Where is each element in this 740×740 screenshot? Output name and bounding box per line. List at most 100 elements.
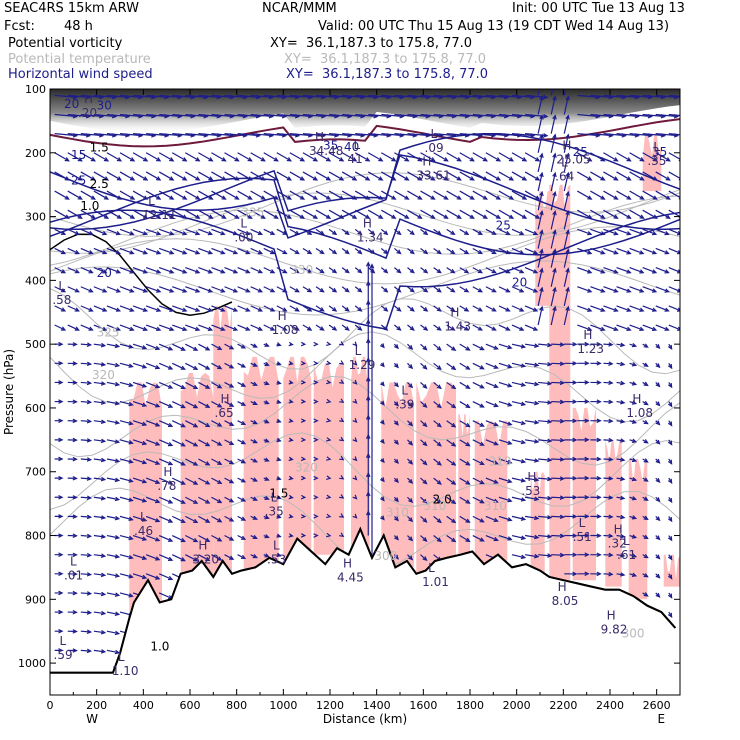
wind-vector-head [193, 480, 199, 485]
wind-vector-head [313, 456, 319, 462]
wind-vector-head [519, 307, 525, 312]
wind-vector-head [325, 157, 332, 162]
wind-vector-head [260, 157, 266, 162]
wind-vector-head [491, 288, 497, 293]
wind-vector [603, 267, 618, 274]
wind-vector [472, 381, 484, 389]
wind-vector-head [100, 342, 107, 348]
wind-vector-head [547, 553, 553, 558]
wind-vector-head [325, 214, 332, 219]
wind-vector-head [357, 307, 363, 312]
wind-vector-head [443, 157, 449, 162]
wind-vector [315, 113, 339, 118]
wind-vector [54, 171, 69, 181]
wind-vector-head [156, 269, 162, 274]
wind-vector-head [115, 269, 122, 274]
wind-vector [211, 343, 222, 350]
y-tick-label: 800 [25, 530, 46, 543]
wind-vector-head [100, 400, 107, 405]
theta-label: 310 [386, 505, 409, 519]
wind-vector-head [208, 214, 214, 219]
wind-vector [329, 133, 352, 137]
wind-vector [211, 228, 225, 235]
wind-vector-head [282, 307, 288, 312]
wind-vector-head [365, 261, 371, 267]
wind-vector-head [547, 534, 553, 539]
wind-vector-head [655, 573, 661, 579]
wind-vector-head [532, 230, 539, 236]
wind-vector-head [352, 398, 358, 404]
wind-vector-head [220, 269, 226, 274]
wind-vector [145, 515, 160, 522]
wind-vector-head [651, 250, 658, 255]
wind-vector-head [651, 288, 658, 293]
wind-vector-head [245, 307, 251, 312]
wind-vector [172, 305, 187, 312]
wind-vector-head [631, 419, 638, 424]
wind-vector [655, 152, 671, 162]
wind-vector-head [450, 249, 456, 255]
wind-vector-head [552, 305, 557, 312]
wind-vector [603, 94, 626, 98]
wind-vector-head [208, 176, 214, 181]
wind-vector-head [608, 476, 614, 481]
wind-vector [537, 192, 543, 211]
wind-vector-head [319, 268, 325, 274]
wind-vector-head [534, 400, 540, 406]
wind-vector-head [195, 195, 201, 200]
wind-vector [524, 324, 538, 331]
wind-vector-head [521, 176, 528, 181]
wind-vector [498, 247, 510, 255]
extremum-type: L [428, 561, 435, 575]
wind-vector [106, 400, 119, 405]
wind-vector [80, 190, 96, 200]
wind-vector-head [276, 399, 282, 404]
wind-vector-head [288, 494, 294, 500]
wind-vector-head [169, 250, 175, 255]
wind-vector-head [596, 514, 602, 519]
wind-vector-head [100, 610, 107, 616]
wind-vector-head [507, 383, 513, 388]
wind-vector-head [539, 209, 544, 216]
wind-vector-head [240, 478, 247, 483]
extremum-type: L [70, 554, 77, 568]
wind-vector-head [180, 480, 186, 485]
wind-vector [119, 420, 133, 425]
wind-vector-head [86, 629, 93, 634]
wind-vector [538, 515, 552, 519]
wind-vector-head [169, 157, 175, 162]
wind-vector [655, 286, 669, 293]
wind-vector [132, 477, 147, 483]
wind-vector-head [180, 365, 186, 370]
wind-vector [394, 209, 409, 219]
wind-vector [459, 305, 469, 312]
wind-vector-head [195, 326, 201, 331]
wind-vector [433, 247, 442, 254]
wind-vector [185, 324, 200, 331]
wind-vector-head [276, 437, 282, 443]
wind-vector [185, 305, 200, 312]
wind-vector [302, 209, 318, 219]
wind-vector-head [436, 249, 442, 255]
wind-vector-head [332, 230, 338, 236]
wind-vector-head [408, 459, 414, 465]
wind-vector [132, 554, 147, 560]
wind-vector [551, 400, 564, 403]
wind-vector [158, 439, 173, 446]
wind-vector [563, 96, 569, 115]
wind-vector-head [58, 533, 64, 538]
wind-vector [302, 113, 325, 118]
wind-vector-head [114, 496, 121, 502]
wind-vector-head [264, 380, 270, 386]
wind-vector [54, 267, 66, 274]
wind-vector [276, 324, 287, 331]
wind-vector [459, 152, 475, 162]
wind-vector [472, 496, 484, 504]
wind-vector-head [142, 231, 149, 236]
wind-vector-head [156, 250, 162, 255]
wind-vector-head [252, 400, 258, 405]
wind-vector [158, 228, 174, 235]
wind-vector [485, 534, 498, 541]
wind-vector-head [326, 456, 332, 461]
wind-vector [603, 133, 626, 137]
